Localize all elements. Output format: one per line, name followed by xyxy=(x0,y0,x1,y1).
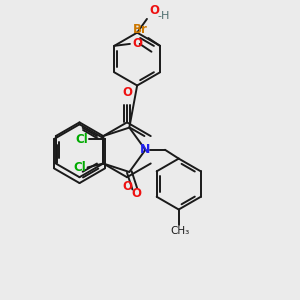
Text: O: O xyxy=(122,86,132,99)
Text: N: N xyxy=(140,143,151,156)
Text: O: O xyxy=(132,38,142,50)
Text: O: O xyxy=(149,4,159,17)
Text: Cl: Cl xyxy=(76,133,88,146)
Text: -H: -H xyxy=(158,11,170,21)
Text: O: O xyxy=(131,187,141,200)
Text: O: O xyxy=(122,180,132,193)
Text: Cl: Cl xyxy=(74,161,87,174)
Text: CH₃: CH₃ xyxy=(170,226,189,236)
Text: Br: Br xyxy=(132,23,147,36)
